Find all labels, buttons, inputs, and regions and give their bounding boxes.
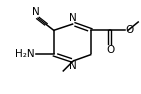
Text: O: O bbox=[126, 25, 134, 35]
Text: H₂N: H₂N bbox=[15, 49, 35, 59]
Text: N: N bbox=[69, 13, 77, 23]
Text: N: N bbox=[32, 7, 40, 17]
Text: N: N bbox=[69, 61, 77, 71]
Text: O: O bbox=[107, 45, 115, 55]
